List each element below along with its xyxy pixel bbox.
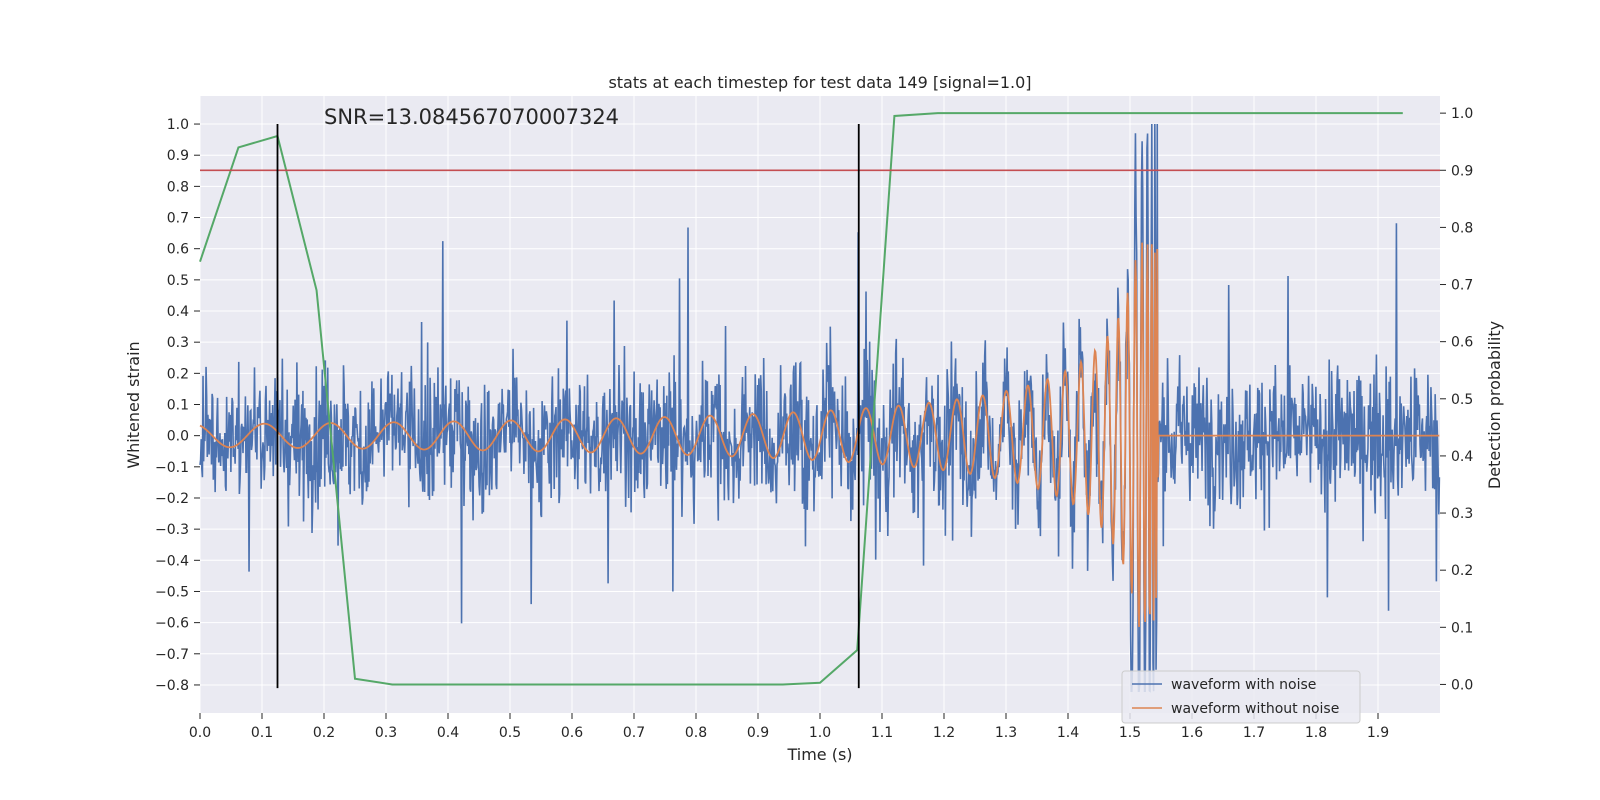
- y-axis-label-left: Whitened strain: [124, 341, 143, 468]
- y-axis-label-right: Detection probability: [1485, 321, 1504, 489]
- legend-box: [1121, 670, 1361, 724]
- x-tick-label-4: 0.4: [437, 725, 459, 741]
- left-tick-label-8: 0.2: [167, 366, 189, 382]
- left-tick-label-2: 0.8: [167, 179, 189, 195]
- left-tick-label-18: −0.8: [155, 678, 189, 694]
- x-tick-label-11: 1.1: [871, 725, 893, 741]
- right-ticks: 1.0 0.9 0.8 0.7 0.6 0.5 0.4 0.3 0.2 0.1 0.0: [1440, 106, 1473, 693]
- x-tick-label-8: 0.8: [685, 725, 707, 741]
- left-tick-label-3: 0.7: [167, 211, 189, 227]
- series-noisy: [199, 124, 1441, 693]
- x-tick-label-15: 1.5: [1119, 725, 1141, 741]
- right-tick-label-8: 0.2: [1451, 563, 1473, 579]
- x-tick-label-17: 1.7: [1243, 725, 1265, 741]
- left-tick-label-5: 0.5: [167, 273, 189, 289]
- left-tick-label-17: −0.7: [155, 647, 189, 663]
- right-tick-label-5: 0.5: [1451, 392, 1473, 408]
- right-tick-label-0: 1.0: [1451, 106, 1473, 122]
- left-tick-label-15: −0.5: [155, 584, 189, 600]
- marker-lines: [276, 124, 860, 689]
- x-tick-label-12: 1.2: [933, 725, 955, 741]
- x-axis-label: Time (s): [786, 745, 852, 764]
- right-tick-label-4: 0.6: [1451, 335, 1473, 351]
- x-tick-label-6: 0.6: [561, 725, 583, 741]
- left-tick-label-1: 0.9: [167, 148, 189, 164]
- line-waveform-without-noise: [199, 242, 1440, 627]
- line-waveform-with-noise: [199, 124, 1441, 693]
- left-tick-label-6: 0.4: [167, 304, 189, 320]
- left-tick-label-14: −0.4: [155, 553, 189, 569]
- left-tick-label-7: 0.3: [167, 335, 189, 351]
- right-tick-label-2: 0.8: [1451, 220, 1473, 236]
- x-tick-label-2: 0.2: [313, 725, 335, 741]
- legend-label-noisy: waveform with noise: [1171, 677, 1316, 693]
- snr-annotation: SNR=13.084567070007324: [324, 105, 619, 129]
- left-tick-label-0: 1.0: [167, 117, 189, 133]
- x-tick-label-7: 0.7: [623, 725, 645, 741]
- left-tick-label-4: 0.6: [167, 242, 189, 258]
- x-tick-label-5: 0.5: [499, 725, 521, 741]
- left-tick-label-10: 0.0: [167, 429, 189, 445]
- x-tick-label-19: 1.9: [1367, 725, 1389, 741]
- x-ticks: 0.0 0.1 0.2 0.3 0.4 0.5 0.6 0.7 0.8 0.9 1.0 1.1 1.2 1…: [189, 713, 1389, 741]
- series-probability: [199, 112, 1403, 686]
- x-tick-label-10: 1.0: [809, 725, 831, 741]
- series-clean: [199, 242, 1440, 627]
- right-tick-label-3: 0.7: [1451, 278, 1473, 294]
- left-tick-label-16: −0.6: [155, 616, 189, 632]
- x-tick-label-18: 1.8: [1305, 725, 1327, 741]
- right-tick-label-6: 0.4: [1451, 449, 1473, 465]
- right-tick-label-10: 0.0: [1451, 677, 1473, 693]
- right-tick-label-1: 0.9: [1451, 163, 1473, 179]
- left-ticks: 1.0 0.9 0.8 0.7 0.6 0.5 0.4 0.3 0.2 0.1 0.0 −0.1 −0.…: [155, 117, 200, 694]
- legend: waveform with noise waveform without noi…: [1121, 670, 1361, 724]
- left-tick-label-13: −0.3: [155, 522, 189, 538]
- legend-label-clean: waveform without noise: [1171, 701, 1339, 717]
- x-tick-label-14: 1.4: [1057, 725, 1079, 741]
- left-tick-label-11: −0.1: [155, 460, 189, 476]
- left-tick-label-9: 0.1: [167, 398, 189, 414]
- x-tick-label-13: 1.3: [995, 725, 1017, 741]
- x-tick-label-9: 0.9: [747, 725, 769, 741]
- right-tick-label-9: 0.1: [1451, 620, 1473, 636]
- left-tick-label-12: −0.2: [155, 491, 189, 507]
- right-tick-label-7: 0.3: [1451, 506, 1473, 522]
- x-tick-label-3: 0.3: [375, 725, 397, 741]
- x-tick-label-1: 0.1: [251, 725, 273, 741]
- x-tick-label-16: 1.6: [1181, 725, 1203, 741]
- x-tick-label-0: 0.0: [189, 725, 211, 741]
- chart-title: stats at each timestep for test data 149…: [608, 73, 1031, 92]
- line-detection-probability: [199, 112, 1403, 686]
